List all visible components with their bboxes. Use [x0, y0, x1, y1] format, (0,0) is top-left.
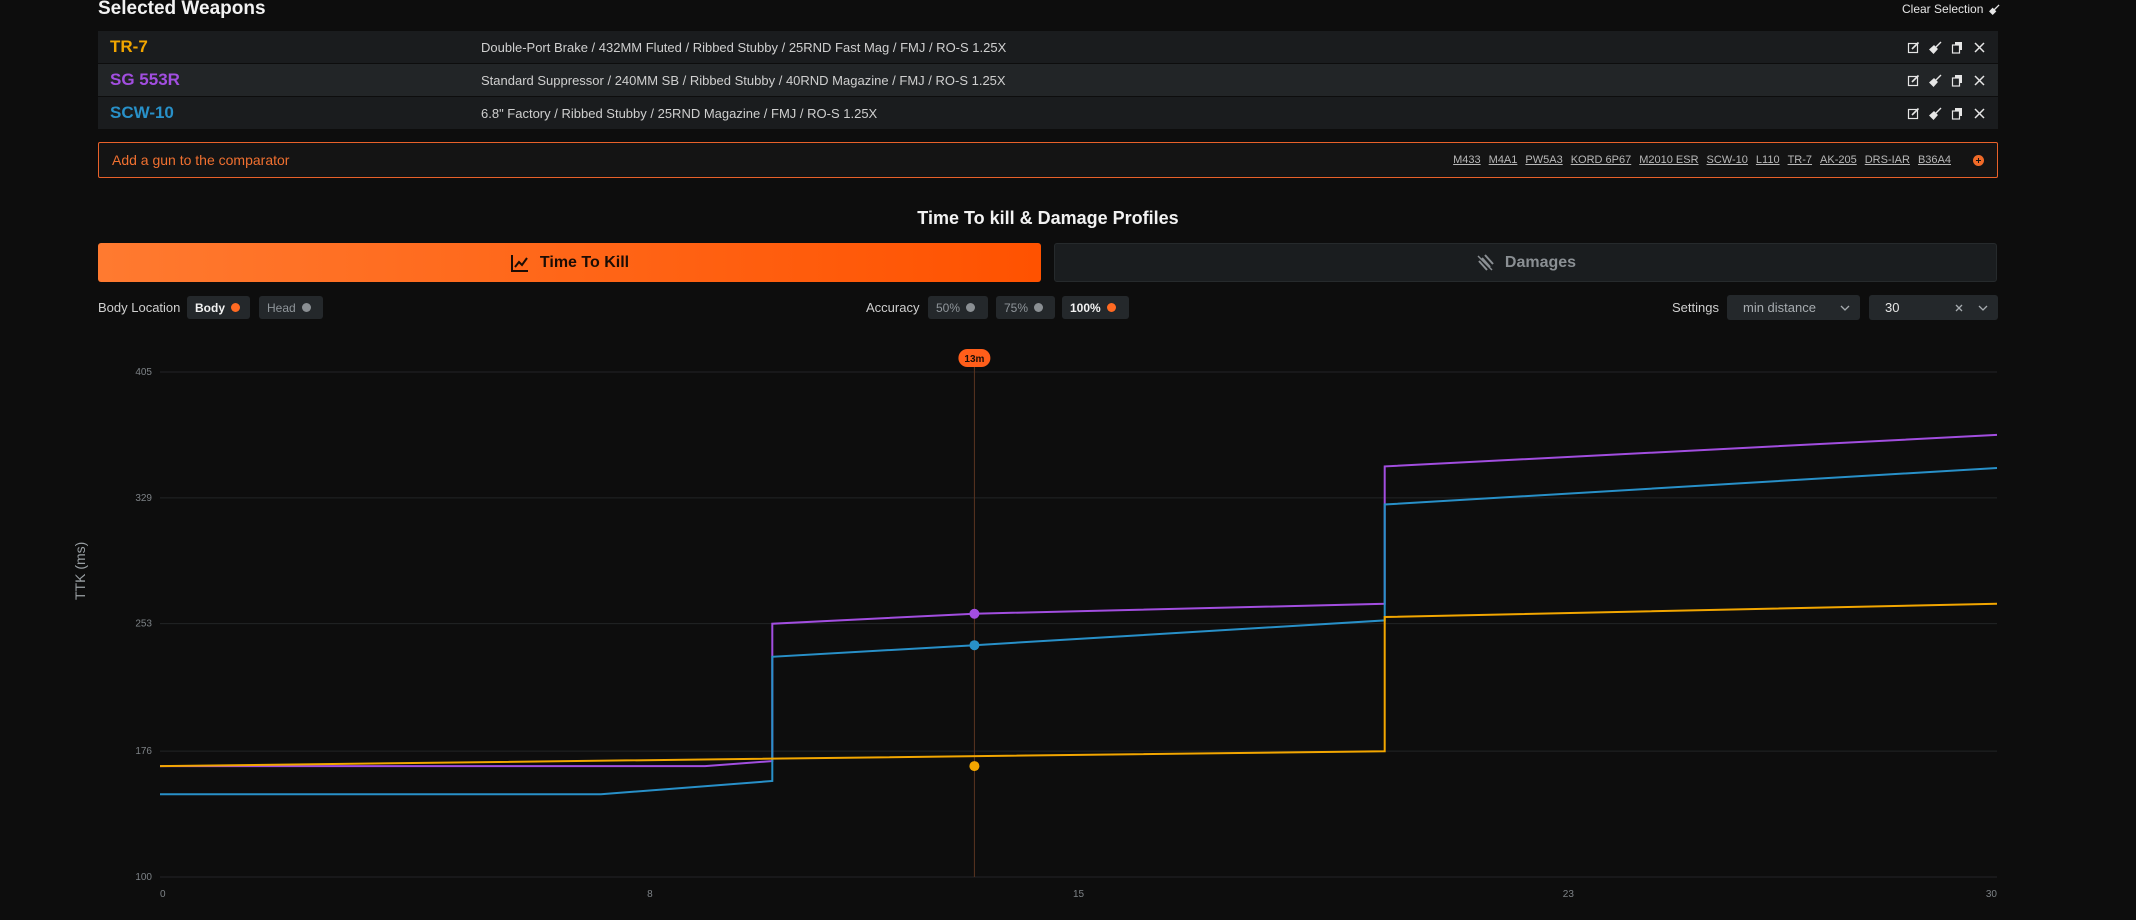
gun-link[interactable]: DRS-IAR	[1864, 154, 1910, 166]
ttk-chart: 100 176 253 329 405 0 8 15 23 30 13m	[135, 349, 1998, 900]
x-tick-label: 30	[1986, 889, 1998, 900]
body-location-label: Body Location	[98, 300, 181, 315]
gun-link[interactable]: AK-205	[1820, 154, 1857, 166]
y-tick-label: 100	[135, 872, 152, 883]
settings-value-input[interactable]: 30	[1869, 295, 1998, 320]
weapon-row: TR-7 Double-Port Brake / 432MM Fluted / …	[98, 31, 1998, 63]
x-tick-label: 8	[647, 889, 653, 900]
gun-quick-list: M433 M4A1 PW5A3 KORD 6P67 M2010 ESR SCW-10 L11…	[1453, 154, 1951, 166]
option-label: 100%	[1070, 300, 1101, 315]
radio-dot	[1106, 303, 1116, 312]
close-icon[interactable]	[1973, 107, 1986, 120]
chevron-down-icon	[1978, 305, 1988, 311]
clear-selection-label: Clear Selection	[1902, 2, 1984, 16]
gun-link[interactable]: M4A1	[1488, 154, 1518, 166]
section-title: Time To kill & Damage Profiles	[0, 208, 2096, 229]
gun-link[interactable]: PW5A3	[1525, 154, 1563, 166]
y-tick-label: 329	[135, 493, 152, 504]
x-tick-label: 0	[160, 889, 166, 900]
line-chart-icon	[510, 254, 528, 272]
weapon-row: SG 553R Standard Suppressor / 240MM SB /…	[98, 64, 1998, 96]
series-line-sg-553r	[160, 433, 1998, 768]
tab-damages[interactable]: Damages	[1054, 243, 1997, 282]
series-marker	[969, 608, 980, 619]
broom-icon[interactable]	[1929, 41, 1942, 54]
close-icon[interactable]	[1973, 41, 1986, 54]
claw-marks-icon	[1477, 253, 1494, 271]
y-tick-label: 405	[135, 367, 152, 378]
y-tick-label: 176	[135, 746, 152, 757]
edit-icon[interactable]	[1907, 74, 1920, 87]
x-tick-label: 15	[1073, 889, 1085, 900]
gun-link[interactable]: KORD 6P67	[1570, 154, 1632, 166]
copy-icon[interactable]	[1951, 107, 1964, 120]
gun-link[interactable]: B36A4	[1917, 154, 1951, 166]
edit-icon[interactable]	[1907, 41, 1920, 54]
x-tick-label: 23	[1563, 889, 1575, 900]
broom-icon[interactable]	[1929, 107, 1942, 120]
option-label: Head	[267, 300, 296, 315]
option-label: 50%	[936, 300, 961, 315]
option-label: 75%	[1004, 300, 1029, 315]
radio-dot	[231, 303, 240, 312]
settings-select[interactable]: min distance	[1727, 295, 1860, 320]
cursor-label: 13m	[964, 354, 984, 365]
series-marker	[969, 640, 980, 651]
series-line-scw-10	[160, 467, 1998, 796]
add-gun-bar[interactable]: Add a gun to the comparator M433 M4A1 PW5A…	[98, 142, 1998, 178]
page-title: Selected Weapons	[98, 0, 266, 19]
weapon-name: SCW-10	[110, 103, 174, 122]
chevron-down-icon	[1840, 305, 1850, 311]
weapon-config: Double-Port Brake / 432MM Fluted / Ribbe…	[481, 39, 1007, 55]
accuracy-option-75[interactable]: 75%	[996, 296, 1055, 319]
weapon-config: Standard Suppressor / 240MM SB / Ribbed …	[481, 72, 1006, 88]
gun-link[interactable]: M433	[1453, 154, 1481, 166]
gun-link[interactable]: TR-7	[1787, 154, 1813, 166]
broom-icon	[1989, 3, 2000, 15]
gun-link[interactable]: SCW-10	[1706, 154, 1748, 166]
tab-label: Damages	[1504, 253, 1577, 271]
section-title-text: Time To kill & Damage Profiles	[917, 208, 1179, 228]
tab-label: Time To Kill	[539, 253, 630, 271]
series-marker	[969, 761, 980, 772]
weapon-name: TR-7	[110, 37, 148, 56]
series-line-tr-7	[159, 602, 1998, 768]
body-option-head[interactable]: Head	[259, 296, 323, 319]
settings-label: Settings	[1672, 300, 1719, 315]
copy-icon[interactable]	[1951, 41, 1964, 54]
y-tick-label: 253	[135, 619, 152, 630]
gun-link[interactable]: M2010 ESR	[1639, 154, 1699, 166]
gun-link[interactable]: L110	[1755, 154, 1780, 166]
option-label: Body	[195, 300, 225, 315]
broom-icon[interactable]	[1929, 74, 1942, 87]
input-value: 30	[1885, 300, 1900, 315]
copy-icon[interactable]	[1951, 74, 1964, 87]
add-icon[interactable]	[1973, 154, 1984, 166]
add-gun-label: Add a gun to the comparator	[112, 152, 290, 168]
radio-dot	[1034, 303, 1044, 312]
close-icon[interactable]	[1973, 74, 1986, 87]
body-option-body[interactable]: Body	[187, 296, 250, 319]
radio-dot	[966, 303, 976, 312]
clear-icon[interactable]	[1954, 303, 1964, 313]
accuracy-option-100[interactable]: 100%	[1062, 296, 1129, 319]
accuracy-label: Accuracy	[866, 300, 920, 315]
accuracy-option-50[interactable]: 50%	[928, 296, 988, 319]
weapon-config: 6.8" Factory / Ribbed Stubby / 25RND Mag…	[481, 105, 878, 121]
clear-selection-button[interactable]: Clear Selection	[1902, 2, 2000, 16]
weapon-name: SG 553R	[110, 70, 180, 89]
edit-icon[interactable]	[1907, 107, 1920, 120]
cursor-badge	[958, 349, 991, 367]
select-value: min distance	[1743, 300, 1816, 315]
tab-time-to-kill[interactable]: Time To Kill	[98, 243, 1041, 282]
weapon-row: SCW-10 6.8" Factory / Ribbed Stubby / 25…	[98, 97, 1998, 129]
radio-dot	[301, 303, 311, 312]
